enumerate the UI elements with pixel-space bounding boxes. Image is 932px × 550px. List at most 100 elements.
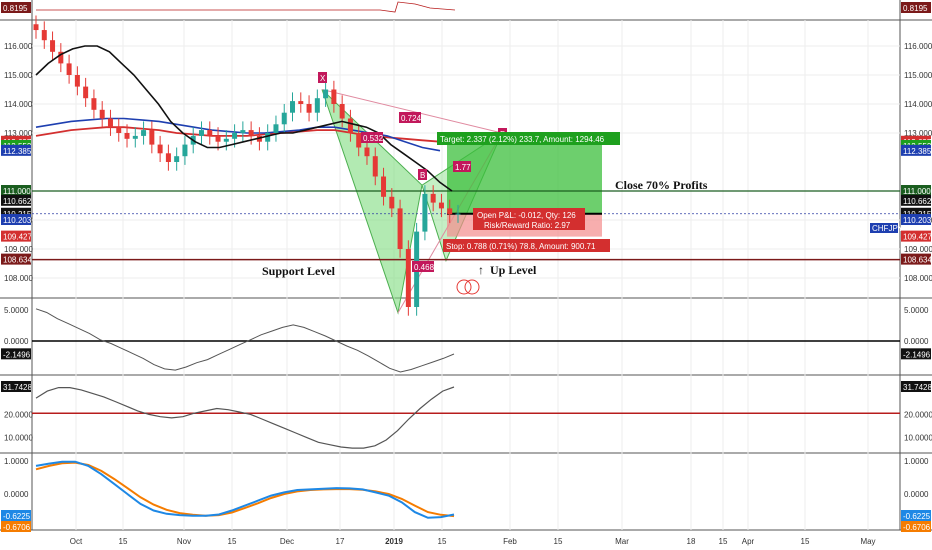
ratio-label-1: 0.724: [401, 114, 422, 123]
x-tick-label: May: [860, 537, 875, 546]
candle-body: [141, 130, 147, 136]
stop-text: Stop: 0.788 (0.71%) 78.8, Amount: 900.71: [446, 242, 596, 251]
candle-body: [99, 109, 105, 119]
candle-body: [265, 133, 271, 142]
pane4-blue-tag-left-bg: [1, 510, 31, 521]
pane4-orange-tag-left-bg: [1, 521, 31, 532]
left-price-tag: 110.662: [3, 197, 32, 206]
left-price-tag-bg: [1, 230, 31, 242]
candle-body: [240, 130, 246, 133]
left-price-tag: 112.385: [3, 147, 32, 156]
candle-body: [132, 135, 138, 139]
pane3-current-tag-bg: [901, 381, 931, 392]
right-price-tag-bg: [901, 214, 931, 225]
candle-body: [323, 89, 329, 99]
pattern-label-x: X: [320, 74, 326, 83]
candle-body: [33, 24, 39, 31]
pane4-blue-line: [35, 460, 455, 519]
pane3-current-tag-left: 31.7428: [3, 383, 32, 392]
event-marker-icon: [464, 279, 480, 295]
candle-body: [41, 30, 47, 41]
candle-body: [223, 138, 229, 142]
pane2-current-tag-left-bg: [1, 348, 31, 360]
pane3-indicator-line: [35, 386, 455, 449]
candle-body: [447, 208, 453, 215]
pane2-tick-right: 5.0000: [904, 306, 929, 315]
target-box: [437, 132, 620, 145]
right-price-tag-bg: [901, 253, 931, 265]
candle-body: [174, 156, 180, 162]
ratio-label-2: 0.532: [363, 134, 384, 143]
right-price-tag-bg: [901, 207, 931, 219]
candle-body: [372, 156, 378, 177]
x-tick-label: 2019: [385, 537, 403, 546]
x-tick-label: Nov: [177, 537, 191, 546]
target-text: Target: 2.337 (2.12%) 233.7, Amount: 129…: [440, 135, 605, 144]
right-price-tag-bg: [901, 230, 931, 242]
candle-body: [124, 133, 130, 139]
pane4-blue-tag-bg: [901, 510, 931, 521]
y-tick-left: 114.000: [4, 100, 33, 109]
candle-body: [290, 101, 296, 113]
symbol-tag-bg: [870, 223, 898, 233]
right-price-tag-bg: [901, 194, 931, 206]
target-zone: [447, 141, 602, 214]
candle-body: [314, 98, 320, 113]
pattern-label-b: B: [420, 171, 425, 180]
y-tick-left: 109.000: [4, 245, 33, 254]
candle-body: [397, 208, 403, 249]
ratio-label-3: 1.77: [455, 163, 471, 172]
candle-body: [455, 213, 461, 215]
x-tick-label: Feb: [503, 537, 517, 546]
x-tick-label: Dec: [280, 537, 294, 546]
right-price-tag: 108.634: [903, 256, 932, 265]
candle-body: [339, 104, 345, 119]
pane4-orange-line: [35, 461, 455, 518]
x-tick-label: 15: [119, 537, 128, 546]
candle-body: [331, 89, 337, 104]
y-tick-left: 113.000: [4, 129, 33, 138]
candle-body: [422, 193, 428, 232]
left-price-tag: 108.634: [3, 256, 32, 265]
event-marker-icon: [456, 279, 472, 295]
candle-body: [198, 130, 204, 136]
pattern-label-b-bg: [418, 169, 427, 180]
left-price-tag-bg: [1, 185, 31, 196]
right-price-tag-bg: [901, 144, 931, 156]
candle-body: [381, 176, 387, 197]
pane2-tick-left: 5.0000: [4, 306, 29, 315]
candle-body: [74, 75, 80, 87]
left-price-tag-bg: [1, 2, 31, 13]
x-tick-label: Mar: [615, 537, 629, 546]
candle-body: [347, 118, 353, 133]
y-tick-right: 115.000: [904, 71, 932, 80]
x-tick-label: 17: [336, 537, 345, 546]
pane4-orange-tag-left: -0.6706: [3, 523, 31, 532]
pane4-tick-right: 1.0000: [904, 457, 929, 466]
ratio-label-3-bg: [453, 161, 471, 172]
up-level-label: Up Level: [490, 263, 537, 277]
y-tick-left: 116.000: [4, 42, 33, 51]
left-price-tag: 109.427: [3, 233, 32, 242]
left-price-tag-bg: [1, 144, 31, 156]
x-tick-label: 15: [228, 537, 237, 546]
pnl-text: Open P&L: -0.012, Qty: 126: [477, 211, 576, 220]
right-price-tag-bg: [901, 2, 931, 13]
candle-body: [405, 249, 411, 307]
pane4-tick-left: 0.0000: [4, 490, 29, 499]
pane2-indicator-line: [35, 308, 455, 373]
ratio-label-2-bg: [361, 132, 383, 143]
x-tick-label: 15: [719, 537, 728, 546]
y-tick-left: 108.000: [4, 274, 33, 283]
candle-body: [298, 101, 304, 104]
close-70-label: Close 70% Profits: [615, 178, 708, 192]
y-tick-right: 114.000: [904, 100, 932, 109]
right-price-tag: 112.385: [903, 147, 932, 156]
right-price-tag: 0.8195: [903, 4, 928, 13]
candle-body: [157, 144, 163, 154]
y-tick-right: 113.000: [904, 129, 932, 138]
pnl-box: [473, 208, 585, 230]
pane2-tick-left: 0.0000: [4, 337, 29, 346]
